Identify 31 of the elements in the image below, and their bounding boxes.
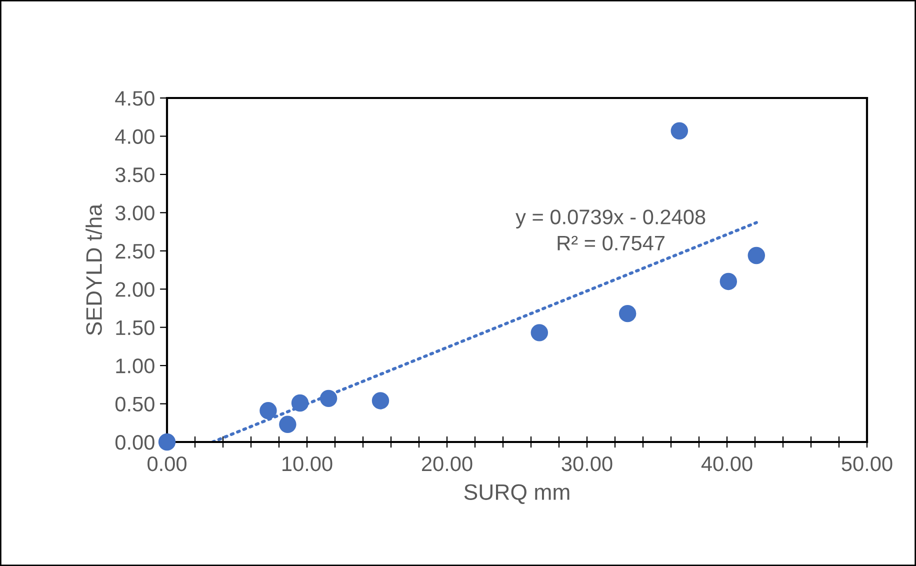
annotation: R² = 0.7547 (558, 236, 664, 250)
point (279, 416, 296, 434)
point (158, 433, 176, 451)
x-tick-label: 20.00 (422, 456, 472, 472)
x-axis-title: SURQ mm (464, 484, 570, 504)
x-tick-label: 50.00 (842, 456, 892, 472)
y-tick-label: 0.00 (115, 435, 154, 450)
y-tick-label: 1.00 (116, 358, 154, 374)
y-tick-label: 4.50 (115, 91, 154, 106)
x-tick-label: 10.00 (282, 456, 332, 472)
x-tick-label: 40.00 (701, 456, 752, 472)
y-tick-label: 0.50 (115, 396, 154, 412)
point (260, 402, 277, 420)
point (372, 392, 390, 410)
y-tick-label: 4.00 (115, 129, 154, 144)
y-axis-title: SEDYLD t/ha (86, 204, 102, 336)
y-tick-label: 3.50 (115, 167, 154, 182)
point (530, 324, 548, 342)
point (618, 304, 636, 322)
point (670, 122, 688, 140)
point (720, 272, 738, 290)
y-tick-label: 2.00 (116, 282, 154, 297)
x-tick-label: 0.00 (148, 456, 186, 472)
annotation: y = 0.0739x - 0.2408 (516, 210, 706, 228)
point (320, 390, 338, 408)
point (748, 246, 766, 264)
x-tick-label: 30.00 (562, 456, 612, 472)
y-tick-label: 1.50 (116, 320, 154, 336)
point (291, 394, 309, 412)
y-tick-label: 2.50 (116, 244, 154, 259)
y-tick-label: 3.00 (115, 206, 154, 220)
